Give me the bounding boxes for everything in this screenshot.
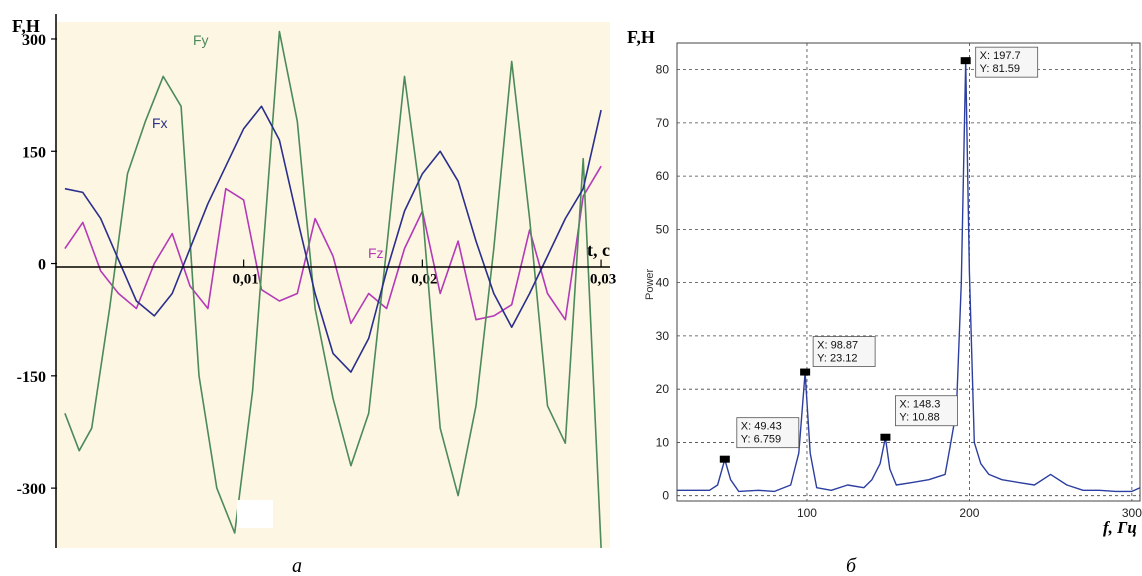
panel-b-plot-frame bbox=[676, 42, 1141, 502]
panel-a-background bbox=[55, 22, 610, 548]
panel-a-y-tick-label: 150 bbox=[22, 144, 46, 161]
panel-b: 0 10 20 30 40 50 60 70 80 100 200 300 X: 49.43Y: 6.… bbox=[622, 22, 1142, 576]
panel-a-ticks: 300 150 0 -150 -300 0,01 0,02 0,03 bbox=[17, 32, 617, 498]
peak-datatip bbox=[895, 395, 958, 427]
series-fz-line bbox=[64, 165, 602, 325]
peak-datatip-y: Y: 81.59 bbox=[980, 63, 1020, 75]
panel-b-y-tick-label: 50 bbox=[656, 222, 670, 236]
panel-b-caption: б bbox=[846, 555, 857, 576]
peak-datatip-y: Y: 23.12 bbox=[817, 353, 857, 365]
panel-a-ylabel: F,H bbox=[12, 16, 40, 36]
panel-b-background bbox=[622, 22, 1142, 547]
panel-b-y-tick-label: 70 bbox=[656, 116, 670, 130]
panel-a-y-tick-label: 300 bbox=[22, 32, 46, 49]
panel-b-y-tick-label: 80 bbox=[656, 63, 670, 77]
panel-a-x-tick-label: 0,01 bbox=[233, 272, 259, 288]
fz-label: Fz bbox=[368, 245, 384, 261]
peak-marker bbox=[960, 57, 971, 65]
panel-b-y-tick-label: 20 bbox=[656, 382, 670, 396]
spectrum-line bbox=[677, 60, 1141, 493]
panel-b-ylabel-inner: Power bbox=[644, 268, 656, 300]
panel-b-series bbox=[677, 60, 1141, 493]
panel-a-x-tick-label: 0,03 bbox=[590, 272, 616, 288]
panel-a-x-tick-label: 0,02 bbox=[411, 272, 437, 288]
panel-a-series bbox=[64, 30, 602, 549]
peak-datatip-x: X: 98.87 bbox=[817, 340, 858, 352]
panel-b-ylabel: F,H bbox=[627, 27, 655, 47]
panel-b-y-tick-label: 60 bbox=[656, 169, 670, 183]
peak-datatip bbox=[736, 417, 800, 449]
panel-b-x-tick-label: 100 bbox=[797, 506, 817, 520]
panel-a-y-tick-label: -150 bbox=[17, 369, 46, 386]
panel-b-x-tick-label: 200 bbox=[959, 506, 979, 520]
panel-b-y-tick-label: 30 bbox=[656, 329, 670, 343]
panel-b-y-tick-label: 10 bbox=[656, 435, 670, 449]
panel-b-annotations: X: 49.43Y: 6.759 X: 98.87Y: 23.12 X: 148.3… bbox=[719, 46, 1039, 463]
fx-label: Fx bbox=[152, 115, 168, 131]
panel-a-y-tick-label: -300 bbox=[17, 481, 46, 498]
panel-a-caption: a bbox=[292, 555, 302, 576]
peak-datatip-x: X: 49.43 bbox=[741, 421, 782, 433]
fy-label: Fy bbox=[193, 32, 209, 48]
peak-datatip-y: Y: 10.88 bbox=[899, 412, 939, 424]
peak-marker bbox=[800, 368, 811, 376]
peak-datatip-y: Y: 6.759 bbox=[741, 434, 781, 446]
peak-datatip bbox=[812, 336, 876, 367]
peak-marker bbox=[719, 455, 730, 463]
peak-datatip-x: X: 148.3 bbox=[899, 399, 940, 411]
panel-a-blank-patch bbox=[237, 500, 273, 528]
panel-b-y-tick-label: 0 bbox=[662, 489, 669, 503]
peak-marker bbox=[880, 433, 891, 441]
panel-b-x-tick-label: 300 bbox=[1122, 506, 1142, 520]
panel-b-grid: 0 10 20 30 40 50 60 70 80 100 200 300 bbox=[656, 43, 1142, 520]
series-fy-line bbox=[64, 30, 602, 549]
series-fx-line bbox=[64, 105, 602, 373]
panel-b-y-tick-label: 40 bbox=[656, 276, 670, 290]
peak-datatip bbox=[975, 46, 1039, 78]
panel-a-xlabel: t, c bbox=[587, 240, 610, 260]
panel-b-xlabel: f, Гц bbox=[1103, 518, 1137, 537]
panel-a-y-tick-label: 0 bbox=[38, 257, 46, 274]
peak-datatip-x: X: 197.7 bbox=[980, 50, 1021, 62]
